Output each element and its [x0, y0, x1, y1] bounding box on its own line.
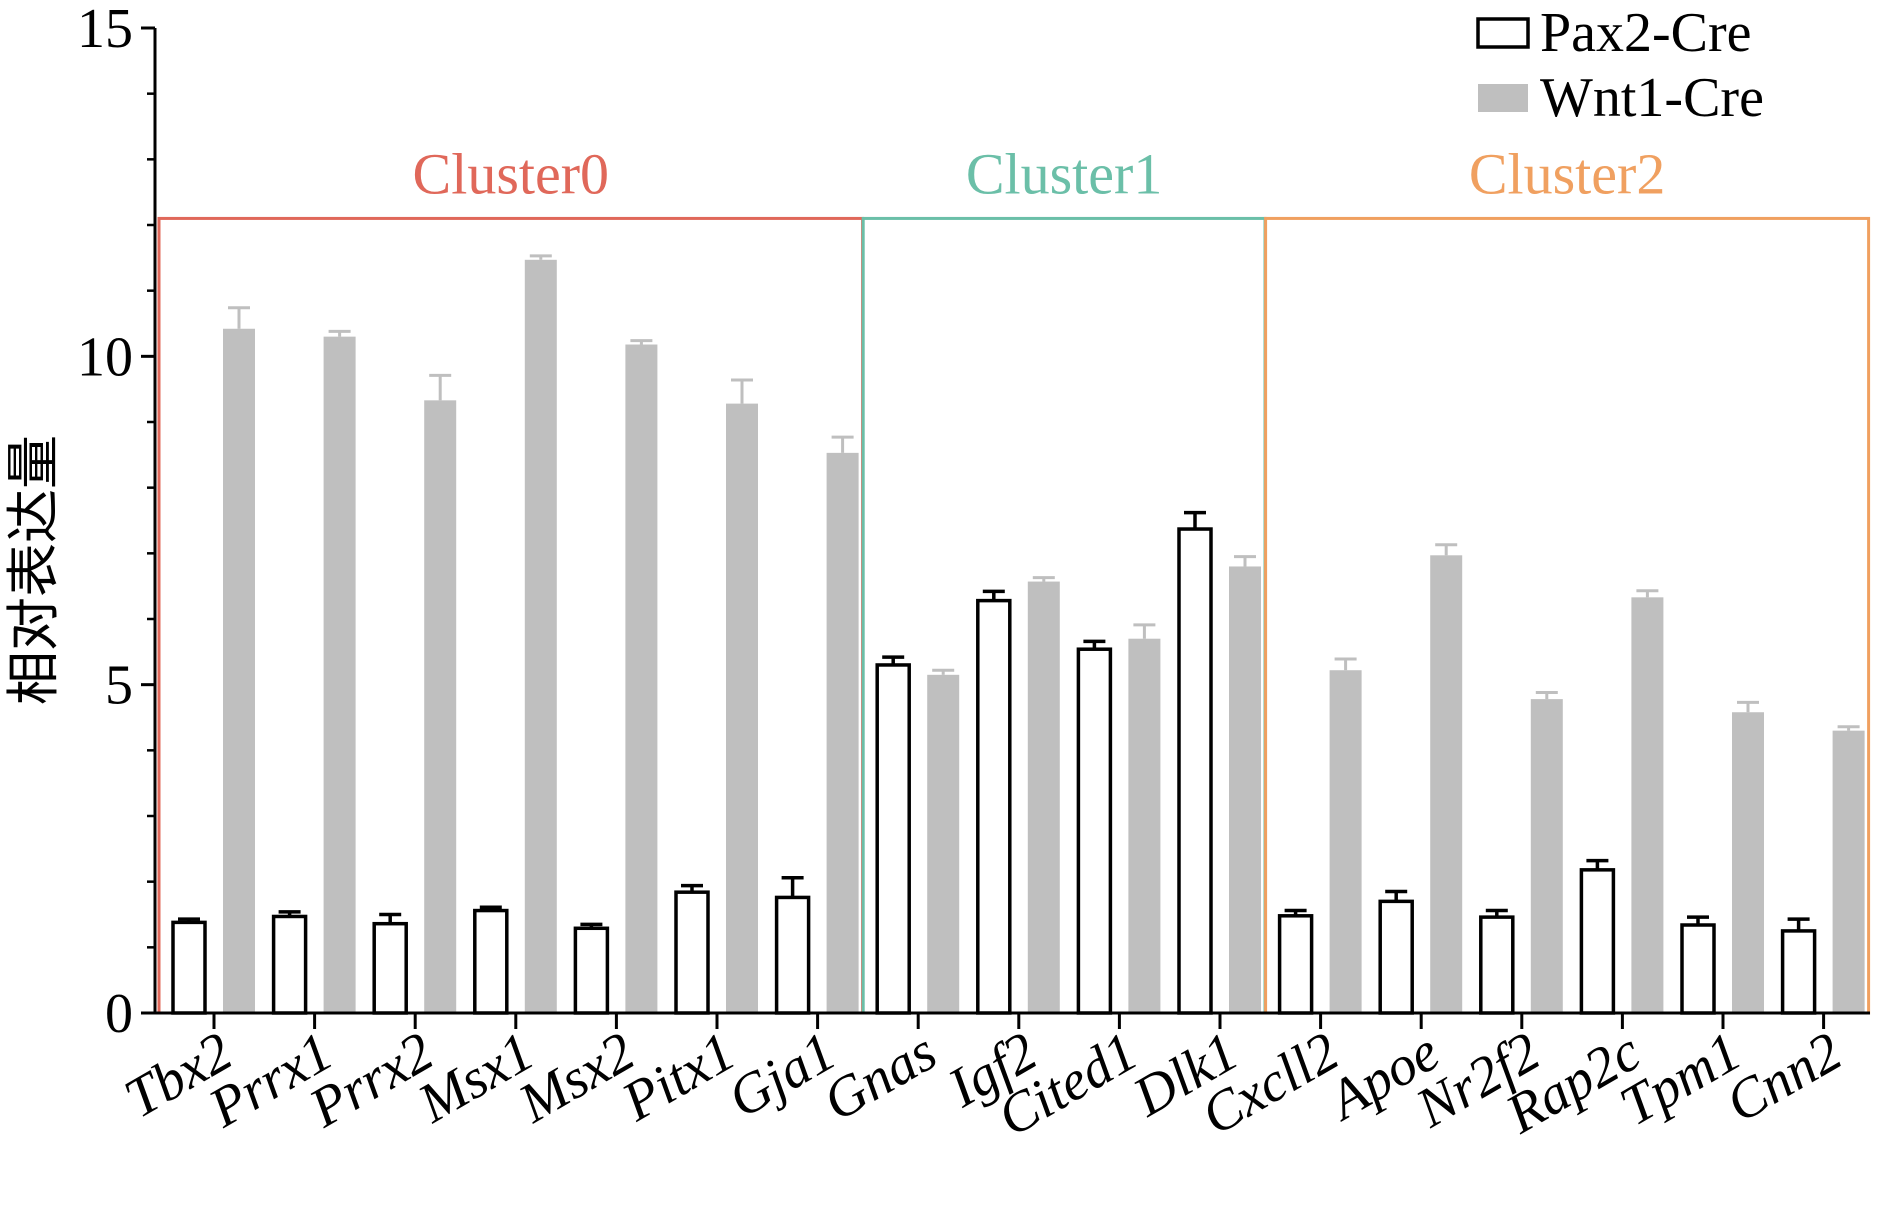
cluster-label-1: Cluster1	[966, 141, 1163, 206]
legend-label-pax2: Pax2-Cre	[1540, 2, 1752, 64]
bar-wnt1-14	[1631, 597, 1664, 1013]
bar-pax2-14	[1579, 868, 1616, 1015]
bar-wnt1-6	[826, 452, 859, 1013]
bar-pax2-8	[976, 598, 1012, 1015]
legend-swatch-wnt1	[1478, 84, 1528, 112]
bar-wnt1-11	[1329, 670, 1362, 1013]
x-tick-label-7: Gnas	[813, 1021, 946, 1134]
bar-wnt1-12	[1430, 555, 1463, 1013]
y-tick-label-1: 5	[105, 655, 133, 717]
bars	[171, 254, 1865, 1015]
bar-pax2-16	[1780, 929, 1817, 1015]
bar-pax2-2	[372, 921, 408, 1015]
cluster-label-0: Cluster0	[413, 141, 610, 206]
x-tick-label-16: Cnn2	[1716, 1021, 1852, 1135]
bar-wnt1-3	[524, 259, 557, 1013]
bar-wnt1-7	[927, 674, 960, 1013]
bar-wnt1-16	[1832, 730, 1865, 1013]
y-axis-label: 相对表达量	[2, 435, 65, 705]
bar-pax2-6	[774, 895, 811, 1015]
bar-pax2-5	[674, 890, 710, 1015]
bar-pax2-7	[875, 663, 911, 1015]
bar-wnt1-0	[223, 328, 255, 1014]
y-tick-label-0: 0	[105, 983, 133, 1045]
bar-pax2-3	[473, 908, 509, 1015]
y-tick-label-3: 15	[77, 0, 133, 60]
bar-pax2-12	[1378, 899, 1414, 1015]
bar-pax2-1	[271, 914, 308, 1015]
bar-pax2-9	[1076, 647, 1113, 1015]
bar-pax2-10	[1177, 527, 1213, 1015]
legend-swatch-pax2	[1476, 17, 1530, 49]
bar-wnt1-9	[1128, 638, 1161, 1013]
bar-wnt1-15	[1732, 712, 1764, 1013]
bar-wnt1-5	[726, 403, 758, 1013]
y-tick-label-2: 10	[77, 326, 133, 388]
bar-wnt1-10	[1229, 566, 1261, 1013]
bar-wnt1-8	[1027, 581, 1060, 1013]
bar-pax2-0	[171, 920, 207, 1015]
bar-wnt1-4	[625, 344, 658, 1014]
bar-wnt1-2	[424, 400, 457, 1014]
bar-pax2-4	[573, 926, 610, 1015]
bar-wnt1-13	[1530, 699, 1563, 1013]
bar-wnt1-1	[323, 336, 356, 1014]
bar-pax2-13	[1479, 915, 1515, 1015]
bar-pax2-11	[1277, 914, 1314, 1015]
legend-label-wnt1: Wnt1-Cre	[1540, 67, 1764, 129]
cluster-label-2: Cluster2	[1469, 141, 1666, 206]
bar-pax2-15	[1680, 923, 1716, 1015]
